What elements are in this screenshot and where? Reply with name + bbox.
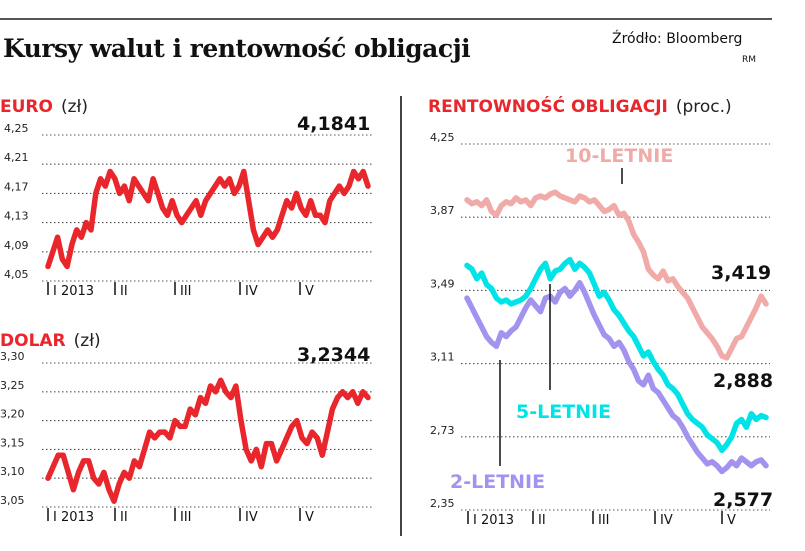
y-tick-label: 3,10: [0, 465, 25, 478]
x-tick-label: V: [727, 513, 736, 528]
x-tick-label: I 2013: [53, 284, 94, 299]
last-value-label: 4,1841: [297, 113, 370, 135]
chart-title: EURO: [0, 97, 53, 117]
chart-0: 4,254,214,174,134,094,05I 2013 II III IV VEU…: [0, 97, 372, 299]
x-tick-label: III: [598, 513, 610, 528]
y-tick-label: 2,35: [430, 497, 455, 510]
y-tick-label: 3,11: [430, 351, 455, 364]
source-note: Źródło: Bloomberg: [612, 31, 743, 47]
chart-2: 4,253,873,493,112,732,35I 2013 II III IV VRE…: [428, 95, 773, 528]
y-tick-label: 4,21: [4, 151, 29, 164]
series-label-10y: 10-LETNIE: [565, 145, 673, 167]
chart-unit: (zł): [74, 331, 101, 351]
series-line: [45, 168, 371, 270]
top-rule: [0, 18, 772, 20]
series-label-2y: 2-LETNIE: [450, 471, 545, 493]
x-tick-label: II: [538, 513, 546, 528]
x-tick-label: V: [305, 284, 314, 299]
y-tick-label: 4,13: [4, 210, 29, 223]
x-tick-label: III: [180, 284, 192, 299]
value-label-2y: 2,577: [713, 489, 773, 511]
x-tick-label: I 2013: [53, 510, 94, 525]
y-tick-label: 4,17: [4, 180, 29, 193]
value-label-min: 2,888: [713, 370, 773, 392]
x-tick-label: II: [120, 284, 128, 299]
series-line: [464, 256, 769, 454]
x-tick-label: III: [180, 510, 192, 525]
y-tick-label: 4,09: [4, 239, 29, 252]
y-tick-label: 3,20: [0, 408, 25, 421]
column-divider: [400, 96, 402, 536]
series-line: [464, 189, 769, 361]
x-tick-label: II: [120, 510, 128, 525]
author-initials: RM: [742, 55, 757, 65]
y-tick-label: 3,05: [0, 494, 25, 507]
series-label-5y: 5-LETNIE: [516, 401, 611, 423]
x-tick-label: IV: [660, 513, 673, 528]
y-tick-label: 3,25: [0, 379, 25, 392]
x-tick-label: IV: [245, 510, 258, 525]
x-tick-label: V: [305, 510, 314, 525]
x-tick-label: IV: [245, 284, 258, 299]
chart-1: 3,303,253,203,153,103,05I 2013 II III IV VDO…: [0, 331, 372, 525]
chart-title: DOLAR: [0, 331, 66, 351]
series-line: [45, 377, 371, 504]
x-tick-label: I 2013: [473, 513, 514, 528]
chart-unit: (zł): [61, 97, 88, 117]
y-tick-label: 3,49: [430, 277, 455, 290]
page-title: Kursy walut i rentowność obligacji: [3, 34, 471, 63]
value-label-10y: 3,419: [711, 262, 771, 284]
y-tick-label: 3,15: [0, 436, 25, 449]
y-tick-label: 4,25: [430, 131, 455, 144]
series-line: [464, 279, 769, 475]
chart-unit: (proc.): [676, 97, 732, 117]
y-tick-label: 4,25: [4, 122, 29, 135]
y-tick-label: 3,87: [430, 204, 455, 217]
y-tick-label: 4,05: [4, 268, 29, 281]
chart-title: RENTOWNOŚĆ OBLIGACJI: [428, 95, 668, 117]
last-value-label: 3,2344: [297, 344, 370, 366]
y-tick-label: 3,30: [0, 350, 25, 363]
y-tick-label: 2,73: [430, 424, 455, 437]
